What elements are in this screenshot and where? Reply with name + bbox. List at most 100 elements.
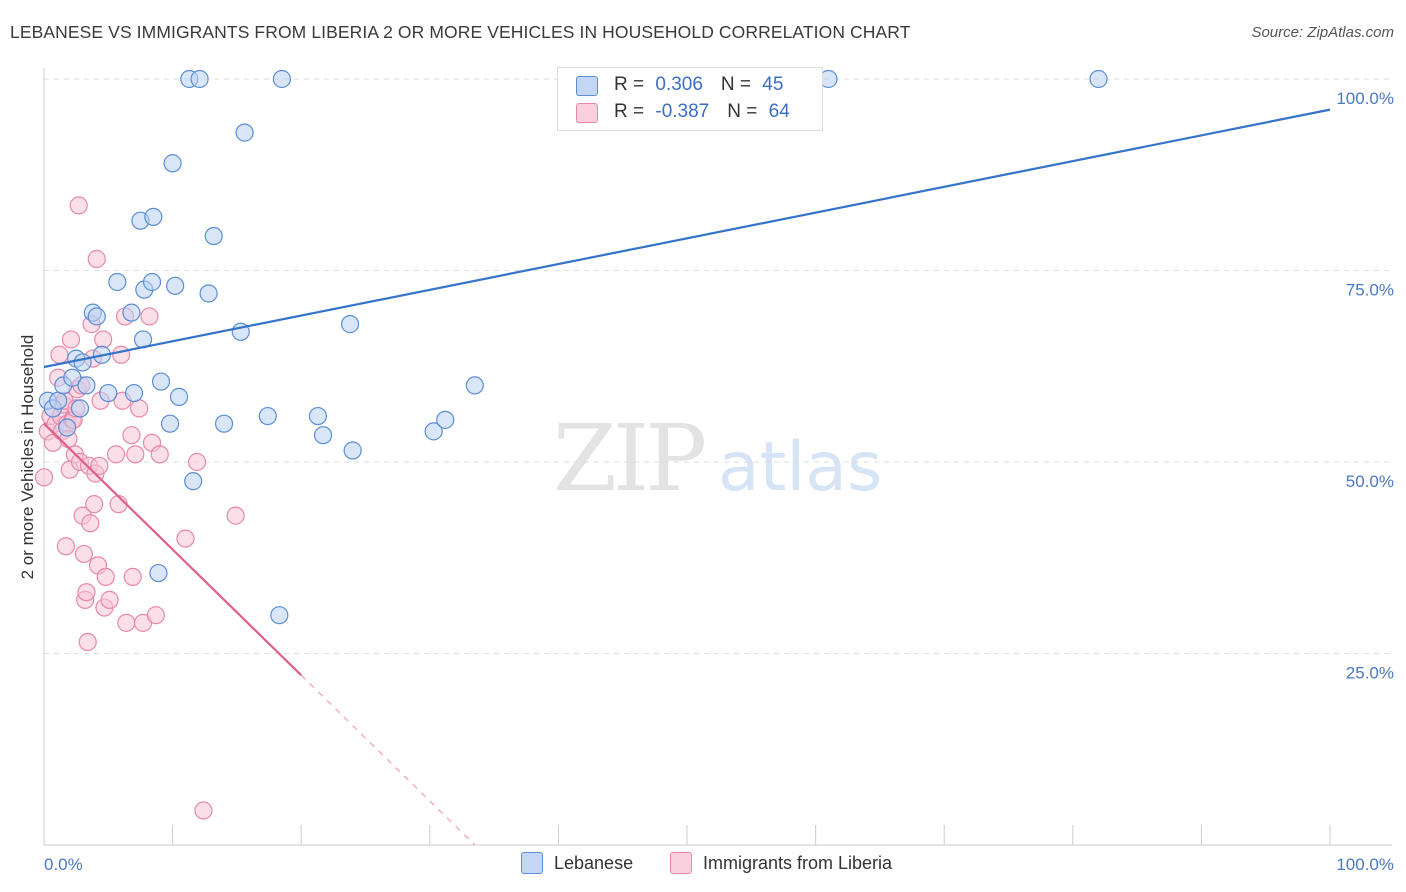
- legend-r-label: R =: [614, 74, 650, 95]
- legend-n-label: N =: [727, 101, 763, 122]
- liberia-point: [176, 529, 195, 548]
- y-tick-label: 25.0%: [1346, 664, 1394, 683]
- series-lebanese-points: [38, 69, 1108, 625]
- bottom-legend-label: Immigrants from Liberia: [703, 853, 893, 873]
- lebanese-point: [77, 376, 96, 395]
- lebanese-trend-line: [43, 108, 1331, 369]
- liberia-point: [106, 445, 126, 464]
- liberia-point: [126, 445, 145, 464]
- liberia-point: [194, 801, 213, 820]
- legend-n-value: 64: [768, 101, 790, 122]
- liberia-point: [50, 345, 69, 364]
- liberia-point: [112, 345, 131, 364]
- lebanese-point: [1089, 69, 1108, 89]
- lebanese-point: [190, 69, 209, 89]
- liberia-point: [74, 544, 93, 564]
- y-tick-label: 50.0%: [1346, 472, 1394, 491]
- grid-lines: [44, 78, 1392, 654]
- liberia-point: [87, 249, 106, 269]
- lebanese-point: [63, 368, 82, 387]
- bottom-legend-swatch-pink: [670, 852, 692, 874]
- lebanese-point: [204, 226, 223, 246]
- lebanese-point: [258, 406, 277, 426]
- y-axis-title: 2 or more Vehicles in Household: [18, 335, 37, 580]
- axes: [43, 68, 1392, 846]
- liberia-point: [150, 445, 169, 464]
- lebanese-point: [108, 272, 127, 292]
- lebanese-point: [124, 383, 144, 403]
- lebanese-point: [424, 422, 443, 441]
- legend-r-value: 0.306: [655, 74, 703, 95]
- lebanese-point: [87, 307, 106, 326]
- lebanese-point: [313, 426, 333, 445]
- legend-n-label: N =: [720, 74, 757, 95]
- watermark-atlas: atlas: [718, 428, 882, 507]
- x-tick-label-min: 0.0%: [44, 855, 83, 874]
- legend-stats-liberia: R = -0.387 N = 64: [614, 101, 790, 123]
- lebanese-point: [142, 272, 162, 292]
- liberia-point: [61, 330, 81, 349]
- lebanese-point: [235, 123, 254, 142]
- liberia-point: [94, 330, 113, 349]
- chart-title: LEBANESE VS IMMIGRANTS FROM LIBERIA 2 OR…: [10, 22, 911, 42]
- bottom-legend-label: Lebanese: [554, 853, 634, 873]
- liberia-point: [146, 606, 165, 625]
- legend-n-value: 45: [762, 74, 784, 95]
- liberia-point: [90, 456, 109, 475]
- lebanese-point: [199, 284, 218, 303]
- y-tick-label: 100.0%: [1336, 89, 1394, 108]
- lebanese-point: [166, 276, 185, 295]
- legend-r-label: R =: [614, 101, 650, 122]
- lebanese-point: [122, 303, 141, 322]
- lebanese-point: [160, 414, 180, 433]
- lebanese-point: [99, 383, 118, 403]
- lebanese-point: [73, 353, 92, 372]
- trend-lines: [43, 108, 1331, 846]
- liberia-point: [85, 495, 104, 514]
- liberia-point: [226, 506, 245, 525]
- liberia-point: [117, 613, 136, 632]
- watermark: ZIP atlas: [553, 405, 882, 512]
- y-tick-label: 75.0%: [1346, 281, 1394, 300]
- bottom-legend-swatch-blue: [521, 852, 543, 874]
- liberia-point: [56, 537, 75, 556]
- lebanese-point: [308, 406, 328, 426]
- lebanese-point: [144, 207, 163, 226]
- legend-swatch-pink: [576, 103, 598, 123]
- lebanese-point: [436, 410, 455, 429]
- liberia-trend-line: [43, 422, 302, 677]
- liberia-point: [78, 632, 97, 652]
- lebanese-point: [465, 376, 484, 395]
- liberia-trend-extension: [300, 674, 476, 846]
- y-tick-labels: 25.0% 50.0% 75.0% 100.0%: [1336, 89, 1394, 683]
- liberia-point: [81, 514, 100, 533]
- lebanese-point: [169, 387, 189, 406]
- lebanese-point: [343, 441, 362, 460]
- legend-r-value: -0.387: [655, 101, 710, 122]
- x-tick-label-max: 100.0%: [1336, 855, 1394, 874]
- source-credit: Source: ZipAtlas.com: [1251, 24, 1394, 41]
- lebanese-point: [340, 315, 360, 334]
- lebanese-point: [270, 606, 289, 625]
- liberia-point: [123, 567, 142, 587]
- legend-swatch-blue: [576, 76, 598, 96]
- lebanese-point: [151, 372, 171, 391]
- legend-stats-lebanese: R = 0.306 N = 45: [614, 74, 783, 96]
- lebanese-point: [58, 418, 77, 437]
- lebanese-point: [214, 414, 234, 433]
- liberia-point: [187, 452, 207, 472]
- lebanese-point: [163, 154, 182, 173]
- liberia-point: [96, 567, 115, 587]
- liberia-point: [77, 583, 96, 602]
- liberia-point: [122, 426, 141, 445]
- x-minor-ticks: [43, 825, 1331, 845]
- lebanese-point: [272, 69, 292, 89]
- lebanese-point: [149, 563, 168, 583]
- liberia-point: [34, 468, 54, 487]
- lebanese-point: [49, 391, 68, 410]
- stats-legend: R = 0.306 N = 45 R = -0.387 N = 64: [557, 67, 823, 131]
- watermark-zip: ZIP: [553, 405, 704, 512]
- liberia-point: [140, 307, 159, 326]
- lebanese-point: [70, 399, 90, 418]
